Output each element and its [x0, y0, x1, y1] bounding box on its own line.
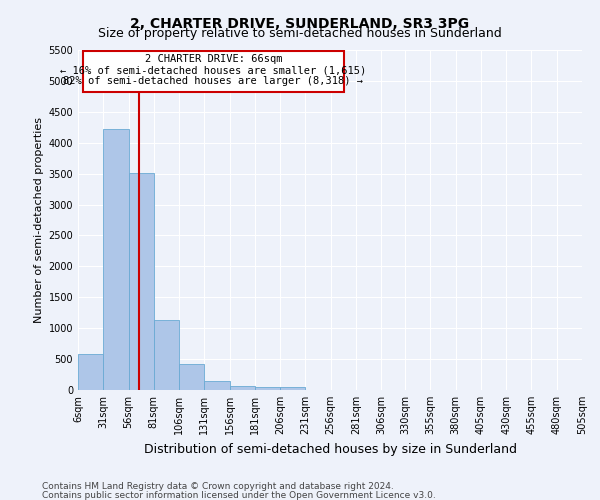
- Text: ← 16% of semi-detached houses are smaller (1,615): ← 16% of semi-detached houses are smalle…: [60, 65, 367, 75]
- Text: Contains public sector information licensed under the Open Government Licence v3: Contains public sector information licen…: [42, 490, 436, 500]
- Text: 2, CHARTER DRIVE, SUNDERLAND, SR3 3PG: 2, CHARTER DRIVE, SUNDERLAND, SR3 3PG: [130, 18, 470, 32]
- Bar: [255, 387, 280, 390]
- Bar: [103, 128, 128, 390]
- X-axis label: Distribution of semi-detached houses by size in Sunderland: Distribution of semi-detached houses by …: [143, 442, 517, 456]
- Bar: [280, 386, 305, 390]
- Text: 82% of semi-detached houses are larger (8,318) →: 82% of semi-detached houses are larger (…: [64, 76, 364, 86]
- Y-axis label: Number of semi-detached properties: Number of semi-detached properties: [34, 117, 44, 323]
- Bar: [128, 173, 154, 390]
- Text: Size of property relative to semi-detached houses in Sunderland: Size of property relative to semi-detach…: [98, 28, 502, 40]
- FancyBboxPatch shape: [83, 51, 344, 92]
- Bar: [204, 382, 230, 390]
- Bar: [230, 386, 255, 390]
- Text: 2 CHARTER DRIVE: 66sqm: 2 CHARTER DRIVE: 66sqm: [145, 54, 282, 64]
- Text: Contains HM Land Registry data © Crown copyright and database right 2024.: Contains HM Land Registry data © Crown c…: [42, 482, 394, 491]
- Bar: [179, 364, 204, 390]
- Bar: [154, 320, 179, 390]
- Bar: [78, 354, 103, 390]
